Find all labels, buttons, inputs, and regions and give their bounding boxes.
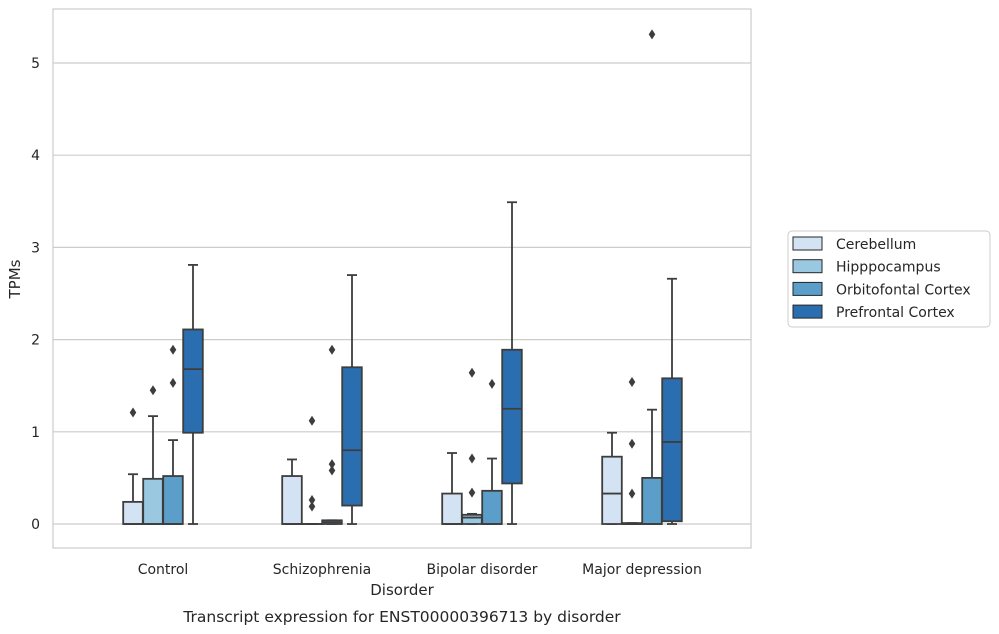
legend-swatch: [792, 259, 823, 274]
outlier-point: [328, 459, 336, 470]
box-item: [182, 264, 204, 525]
box-body: [122, 500, 144, 525]
outlier-point: [488, 378, 496, 389]
outlier-point: [149, 385, 157, 396]
box-item: [501, 201, 523, 525]
box-item: [341, 274, 363, 525]
chart-caption: Transcript expression for ENST0000039671…: [182, 608, 621, 626]
legend-frame: [787, 230, 991, 328]
box-body: [142, 477, 164, 525]
box-body: [601, 455, 623, 525]
box-item: [441, 452, 463, 525]
outlier-point: [308, 501, 316, 512]
box-item: [661, 277, 683, 525]
series-prefrontal-cortex: [182, 201, 683, 525]
box-body: [641, 476, 663, 525]
outlier-point: [308, 495, 316, 506]
y-tick-label: 2: [31, 333, 40, 349]
outlier-point: [628, 488, 636, 499]
outlier-point: [628, 377, 636, 388]
box-item: [621, 377, 643, 525]
plot-area-frame: [52, 8, 752, 549]
legend-swatch: [792, 236, 823, 251]
box-item: [481, 378, 503, 525]
box-body: [341, 366, 363, 507]
box-body: [501, 348, 523, 485]
box-item: [281, 458, 303, 525]
legend-label: Cerebellum: [836, 237, 916, 253]
x-axis-label: Disorder: [370, 581, 434, 599]
box-body: [162, 475, 184, 525]
legend-item: Prefrontal Cortex: [792, 304, 955, 321]
series-orbitofontal-cortex: [162, 29, 663, 525]
y-tick-labels: 0 1 2 3 4 5: [31, 56, 40, 533]
outlier-point: [628, 438, 636, 449]
box-item: [162, 344, 184, 525]
outlier-point: [468, 367, 476, 378]
outlier-point: [169, 377, 177, 388]
outlier-point: [328, 344, 336, 355]
legend-label: Prefrontal Cortex: [836, 305, 955, 321]
box-item: [601, 431, 623, 525]
outlier-point: [468, 453, 476, 464]
y-tick-label: 4: [31, 148, 40, 164]
outlier-point: [129, 407, 137, 418]
legend-label: Hipppocampus: [836, 260, 941, 276]
x-tick-label: Major depression: [582, 562, 702, 578]
box-item: [321, 344, 343, 525]
box-series: [122, 29, 683, 525]
box-item: [142, 385, 164, 525]
x-tick-label: Schizophrenia: [273, 562, 371, 578]
box-body: [661, 377, 683, 523]
legend-swatch: [792, 281, 823, 296]
legend-label: Orbitofontal Cortex: [836, 282, 971, 298]
outlier-point: [328, 465, 336, 476]
box-body: [281, 475, 303, 525]
box-body: [441, 492, 463, 525]
outlier-point: [648, 29, 656, 40]
legend-swatch: [792, 304, 823, 319]
box-body: [182, 328, 204, 434]
y-tick-label: 3: [31, 240, 40, 256]
legend-item: Cerebellum: [792, 236, 916, 253]
outlier-point: [468, 487, 476, 498]
legend-item: Orbitofontal Cortex: [792, 281, 971, 298]
outlier-point: [169, 344, 177, 355]
legend-item: Hipppocampus: [792, 259, 941, 276]
x-tick-label: Bipolar disorder: [426, 562, 537, 578]
series-cerebellum: [122, 407, 623, 525]
x-tick-labels: Control Schizophrenia Bipolar disorder Majo…: [138, 562, 702, 578]
y-axis-label: TPMs: [6, 259, 24, 299]
box-body: [461, 513, 483, 525]
y-tick-label: 0: [31, 517, 40, 533]
y-tick-label: 1: [31, 425, 40, 441]
outlier-point: [308, 415, 316, 426]
legend: Cerebellum Hipppocampus Orbitofontal Corte…: [787, 230, 991, 328]
y-tick-label: 5: [31, 56, 40, 72]
box-body: [481, 489, 503, 525]
x-tick-label: Control: [138, 562, 189, 578]
box-item: [461, 367, 483, 525]
